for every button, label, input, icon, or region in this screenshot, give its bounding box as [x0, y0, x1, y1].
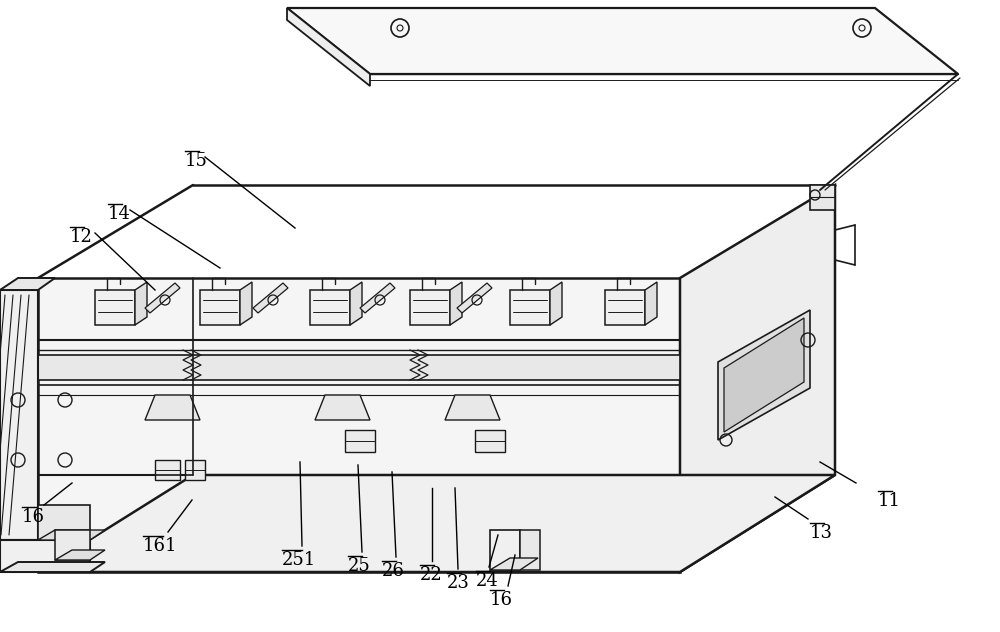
Text: 25: 25	[348, 557, 371, 575]
Polygon shape	[510, 290, 550, 325]
Polygon shape	[445, 395, 500, 420]
Polygon shape	[718, 310, 810, 440]
Polygon shape	[680, 185, 835, 572]
Polygon shape	[55, 530, 90, 560]
Text: 23: 23	[447, 574, 470, 592]
Polygon shape	[550, 282, 562, 325]
Polygon shape	[38, 530, 105, 540]
Polygon shape	[310, 290, 350, 325]
Polygon shape	[287, 8, 958, 74]
Text: 24: 24	[476, 572, 499, 590]
Polygon shape	[145, 395, 200, 420]
Polygon shape	[145, 283, 180, 313]
Polygon shape	[360, 283, 395, 313]
Polygon shape	[55, 550, 105, 560]
Polygon shape	[724, 318, 804, 432]
Polygon shape	[38, 355, 680, 380]
Polygon shape	[490, 558, 538, 570]
Polygon shape	[155, 460, 180, 480]
Text: 16: 16	[490, 591, 513, 609]
Polygon shape	[0, 540, 90, 572]
Polygon shape	[0, 278, 55, 290]
Polygon shape	[38, 278, 680, 572]
Polygon shape	[0, 562, 105, 572]
Text: 15: 15	[185, 152, 208, 170]
Text: 14: 14	[108, 205, 131, 223]
Text: 13: 13	[810, 524, 833, 542]
Polygon shape	[345, 430, 375, 452]
Polygon shape	[185, 460, 205, 480]
Polygon shape	[520, 530, 540, 570]
Polygon shape	[645, 282, 657, 325]
Text: 161: 161	[143, 537, 178, 555]
Text: 16: 16	[22, 508, 45, 526]
Polygon shape	[253, 283, 288, 313]
Polygon shape	[240, 282, 252, 325]
Text: 22: 22	[420, 566, 443, 584]
Text: 12: 12	[70, 228, 93, 246]
Polygon shape	[605, 290, 645, 325]
Polygon shape	[457, 283, 492, 313]
Polygon shape	[95, 290, 135, 325]
Polygon shape	[135, 282, 147, 325]
Polygon shape	[315, 395, 370, 420]
Polygon shape	[810, 185, 835, 210]
Polygon shape	[200, 290, 240, 325]
Text: 26: 26	[382, 562, 405, 580]
Polygon shape	[287, 8, 370, 86]
Polygon shape	[450, 282, 462, 325]
Polygon shape	[350, 282, 362, 325]
Text: 251: 251	[282, 551, 316, 569]
Polygon shape	[410, 290, 450, 325]
Polygon shape	[475, 430, 505, 452]
Polygon shape	[0, 290, 38, 540]
Polygon shape	[38, 505, 90, 540]
Text: 11: 11	[878, 492, 901, 510]
Polygon shape	[38, 475, 835, 572]
Polygon shape	[490, 530, 520, 570]
